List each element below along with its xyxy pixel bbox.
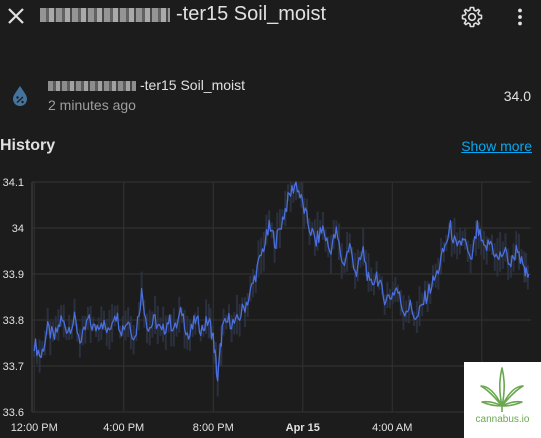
- close-icon[interactable]: [4, 4, 28, 28]
- history-title: History: [0, 137, 56, 154]
- last-changed: 2 minutes ago: [48, 97, 136, 113]
- dialog-title: -ter15 Soil_moist: [40, 3, 326, 26]
- show-more-link[interactable]: Show more: [461, 138, 532, 154]
- dialog-header: -ter15 Soil_moist: [0, 0, 541, 32]
- redacted-text: [40, 7, 170, 22]
- watermark-badge: cannabus.io: [464, 362, 541, 438]
- y-tick-label: 33.7: [3, 361, 24, 373]
- x-tick-label: Apr 15: [286, 422, 320, 434]
- entity-row[interactable]: -ter15 Soil_moist 2 minutes ago 34.0: [0, 66, 541, 118]
- x-tick-label: 4:00 AM: [372, 422, 412, 434]
- x-tick-label: 8:00 PM: [193, 422, 234, 434]
- x-tick-label: 12:00 PM: [11, 422, 58, 434]
- watermark-text: cannabus.io: [475, 414, 530, 425]
- y-tick-label: 33.6: [3, 407, 24, 419]
- series-line: [33, 181, 530, 382]
- water-percent-icon: [13, 86, 27, 106]
- y-tick-label: 33.9: [3, 269, 24, 281]
- entity-name: -ter15 Soil_moist: [48, 77, 245, 93]
- y-tick-label: 33.8: [3, 315, 24, 327]
- x-tick-label: 4:00 PM: [103, 422, 144, 434]
- entity-state: 34.0: [503, 88, 531, 104]
- cannabis-leaf-icon: [480, 367, 524, 412]
- history-chart[interactable]: 34.1 34 33.9 33.8 33.7 33.6 12:00 PM 4:00 PM 8:0…: [0, 170, 541, 438]
- redacted-text: [48, 81, 136, 92]
- y-tick-label: 34: [12, 223, 24, 235]
- more-vert-icon[interactable]: [508, 5, 532, 29]
- gear-icon[interactable]: [460, 5, 484, 29]
- y-tick-label: 34.1: [3, 177, 24, 189]
